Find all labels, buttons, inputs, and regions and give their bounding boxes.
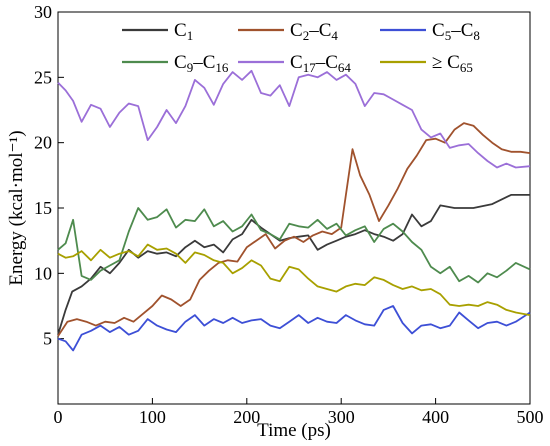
series-line-2 <box>57 305 531 352</box>
legend-label: C9–C16 <box>174 52 229 75</box>
legend-label: C1 <box>174 20 193 43</box>
y-tick-label: 15 <box>34 198 52 218</box>
series-line-5 <box>57 243 531 316</box>
series-lines <box>57 69 531 352</box>
series-line-4 <box>57 69 531 169</box>
x-tick-label: 0 <box>54 407 63 427</box>
x-tick-label: 500 <box>517 407 544 427</box>
x-tick-label: 200 <box>233 407 260 427</box>
x-tick-label: 100 <box>139 407 166 427</box>
y-tick-label: 25 <box>34 67 52 87</box>
x-tick-label: 400 <box>422 407 449 427</box>
series-line-1 <box>57 122 531 337</box>
y-tick-label: 20 <box>34 133 52 153</box>
y-tick-label: 5 <box>43 329 52 349</box>
axis-ticks: 0 100 200 300 400 500 5 10 15 20 25 30 <box>34 2 544 427</box>
legend-label: ≥ C65 <box>432 52 473 75</box>
y-tick-label: 30 <box>34 2 52 22</box>
legend-label: C2–C4 <box>290 20 338 43</box>
y-axis-label: Energy (kcal·mol⁻¹) <box>6 130 27 285</box>
legend: C1 C2–C4 C5–C8 C9–C16 C17–C64 ≥ C65 <box>122 20 480 75</box>
series-line-3 <box>57 207 531 284</box>
legend-label: C17–C64 <box>290 52 351 75</box>
legend-label: C5–C8 <box>432 20 480 43</box>
y-tick-label: 10 <box>34 263 52 283</box>
x-tick-label: 300 <box>328 407 355 427</box>
x-axis-label: Time (ps) <box>257 420 331 441</box>
